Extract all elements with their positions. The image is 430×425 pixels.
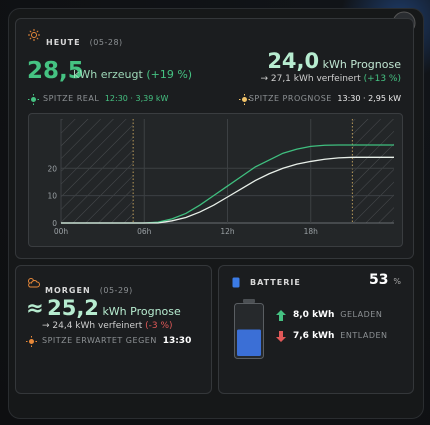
battery-level (237, 329, 261, 356)
discharged: 7,6 kWh (293, 331, 335, 341)
produced: 28,5 (27, 58, 84, 84)
y-tick-label: 20 (47, 164, 57, 173)
sun-icon (26, 336, 37, 347)
down-arrow-icon (276, 331, 286, 342)
y-tick-label: 10 (47, 192, 57, 201)
refined-delta: (-3 %) (145, 321, 173, 331)
peak-forecast-label: SPITZE PROGNOSE (248, 94, 332, 103)
charged-label: GELADEN (340, 310, 383, 319)
shaded-range (61, 119, 134, 223)
date: (05-29) (99, 286, 133, 295)
sun-icon (28, 29, 40, 41)
x-tick-label: 00h (54, 227, 69, 236)
forecast-unit: kWh Prognose (102, 305, 181, 318)
x-tick-label: 12h (220, 227, 235, 236)
shaded-range (352, 119, 394, 223)
chart: 0 10 20 00h 06h 12h 18h (28, 113, 403, 247)
y-tick-label: 0 (52, 219, 57, 228)
produced-unit: kWh erzeugt (73, 68, 143, 81)
percent: 53 (369, 272, 389, 288)
forecast: 25,2 (47, 296, 99, 320)
battery-card (218, 265, 414, 394)
refined-delta: (+13 %) (363, 74, 401, 84)
peak-forecast: 13:30 · 2,95 kW (337, 94, 401, 103)
sun-icon (28, 94, 39, 105)
sun-icon (239, 94, 250, 105)
date: (05-28) (89, 38, 123, 47)
line (61, 156, 394, 224)
forecast: 24,0 (267, 49, 320, 73)
peak-real-label: SPITZE REAL (43, 94, 100, 103)
approx: ≈ (26, 296, 44, 320)
battery-icon (232, 277, 240, 288)
refined: → 27,1 kWh verfeinert (260, 74, 361, 84)
x-tick-label: 18h (304, 227, 319, 236)
refined: → 24,4 kWh verfeinert (42, 321, 143, 331)
discharged-label: ENTLADEN (340, 331, 388, 340)
title: MORGEN (45, 286, 91, 295)
forecast-unit: kWh Prognose (322, 58, 401, 71)
x-tick-label: 06h (137, 227, 152, 236)
produced-delta: (+19 %) (146, 68, 193, 81)
title: BATTERIE (250, 278, 301, 287)
tomorrow-card (15, 265, 212, 394)
title: HEUTE (46, 38, 81, 47)
peak: 13:30 (162, 336, 192, 346)
cloud-sun-icon (28, 278, 40, 288)
battery-gauge (234, 299, 264, 359)
peak-real: 12:30 · 3,39 kW (104, 94, 169, 103)
percent-unit: % (393, 277, 401, 286)
up-arrow-icon (276, 310, 286, 321)
peak-label: SPITZE ERWARTET GEGEN (42, 336, 157, 345)
charged: 8,0 kWh (293, 310, 335, 320)
